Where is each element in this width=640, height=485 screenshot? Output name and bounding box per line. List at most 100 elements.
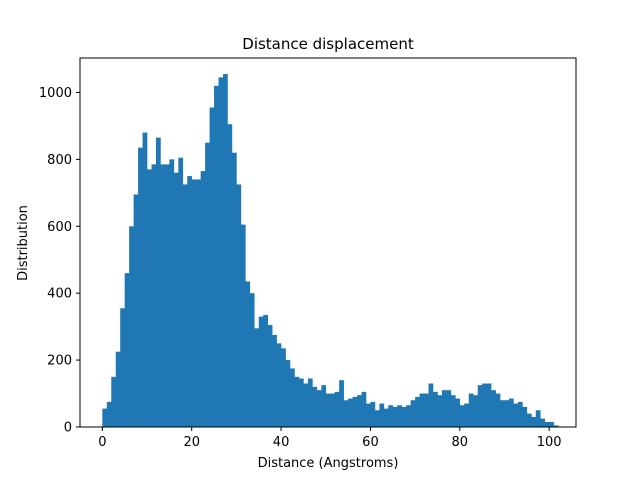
y-axis-ticks: 0 200 400 600 800 1000 [39,86,80,436]
histogram-bar [147,169,152,427]
x-tick-label: 20 [183,435,200,450]
chart-title: Distance displacement [242,35,414,53]
histogram-bar [549,421,554,427]
histogram-bar [290,368,295,427]
histogram-bar [361,391,367,427]
histogram-bar [182,184,188,427]
histogram-bar [357,395,362,427]
histogram-bar [464,403,470,427]
histogram-bar [285,360,291,427]
histogram-bar [120,308,125,427]
histogram-bar [379,403,385,427]
x-tick-label: 100 [537,435,562,450]
histogram-bar [106,401,112,427]
histogram-bar [173,172,179,427]
histogram-bar [348,398,353,427]
histogram-bar [450,395,456,427]
histogram-bar [553,425,559,427]
histogram-bar [544,421,550,427]
histogram-bar [437,395,443,427]
histogram-bar [218,77,224,428]
histogram-bars [102,74,559,428]
x-tick-label: 40 [273,435,290,450]
plot-frame [79,57,577,428]
y-tick-label: 800 [47,153,72,168]
histogram-bar [397,405,403,427]
histogram-bar [330,393,335,427]
x-tick-label: 60 [362,435,379,450]
histogram-bar [196,179,201,427]
y-tick-label: 0 [64,421,72,436]
histogram-bar [419,393,425,427]
histogram-bar [455,398,461,427]
histogram-bar [254,328,260,427]
histogram-bar [477,385,483,427]
histogram-bar [459,405,465,427]
histogram-bar [482,383,487,427]
histogram-bar [129,226,134,427]
histogram-bar [209,107,215,427]
x-axis-ticks: 0 20 40 60 80 100 [98,427,562,450]
histogram-bar [138,147,143,427]
histogram-bar [388,405,394,427]
histogram-bar [522,406,528,427]
histogram-bar [214,85,219,428]
histogram-bar [428,383,434,427]
histogram-bar [446,390,452,427]
x-tick-label: 0 [98,435,106,450]
histogram-bar [272,335,277,427]
histogram-bar [200,171,206,427]
histogram-bar [433,391,438,427]
histogram-bar [540,418,546,427]
histogram-bar [281,348,286,427]
histogram-bar [316,390,322,427]
histogram-bar [133,194,139,427]
histogram-bar [303,383,309,427]
histogram-bar [263,314,268,427]
histogram-bar [473,395,478,427]
histogram-bar [468,393,474,427]
histogram-bar [249,293,255,427]
histogram-bar [205,142,210,427]
histogram-bar [115,351,121,427]
histogram-bar [276,343,282,427]
histogram-bar [164,164,170,427]
histogram-bar [111,376,117,427]
histogram-bar [187,176,193,427]
histogram-bar [508,398,514,427]
histogram-bar [441,390,447,427]
histogram-bar [245,281,251,427]
histogram-bar [142,132,148,427]
histogram-bar [334,391,340,427]
histogram-bar [160,164,166,427]
histogram-bar [124,273,130,427]
histogram-bar [298,378,304,427]
histogram-bar [365,403,371,427]
histogram-bar [321,385,327,427]
histogram-bar [178,157,184,427]
histogram-bar [294,376,300,427]
histogram-bar [504,400,510,427]
histogram-bar [513,403,519,427]
histogram-bar [374,410,380,427]
y-tick-label: 400 [47,287,72,302]
histogram-bar [339,380,344,427]
histogram-bar [222,74,228,427]
histogram-bar [240,224,246,427]
histogram-bar [424,393,429,427]
histogram-bar [151,164,157,427]
histogram-bar [325,393,331,427]
histogram-bar [370,401,376,427]
y-tick-label: 1000 [39,86,72,101]
histogram-bar [491,390,496,427]
histogram-bar [401,406,407,427]
histogram-bar [102,408,108,427]
histogram-bar [517,401,523,427]
histogram-bar [495,393,501,427]
histogram-bar [531,416,537,427]
histogram-bar [392,406,398,427]
histogram-bar [535,410,541,427]
y-tick-label: 600 [47,220,72,235]
